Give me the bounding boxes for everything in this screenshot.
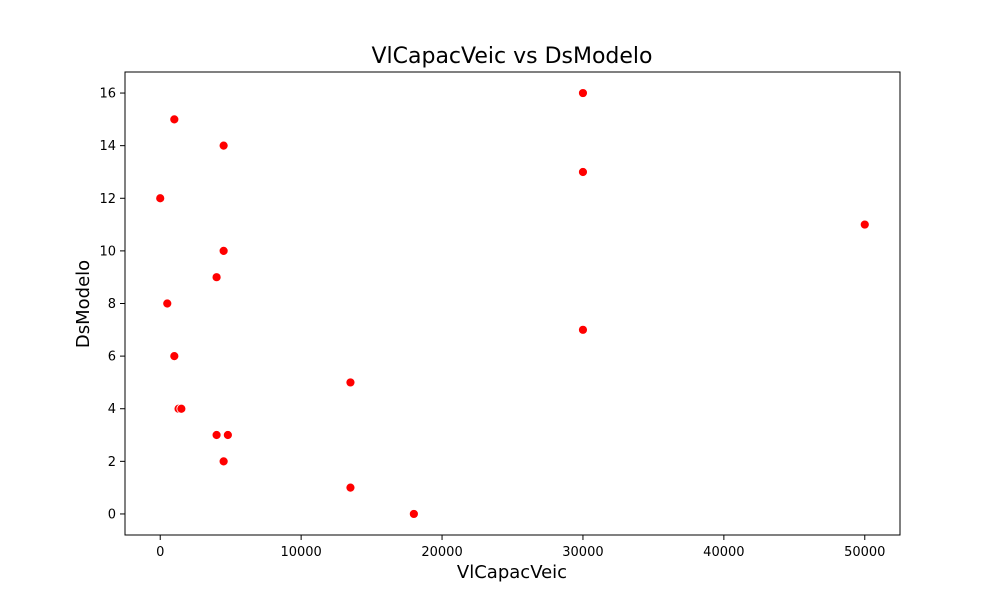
- data-point: [169, 351, 180, 362]
- data-point: [578, 167, 588, 177]
- data-point: [222, 430, 233, 440]
- data-point: [176, 403, 187, 414]
- y-tick-label: 0: [108, 507, 116, 522]
- data-point: [218, 456, 229, 467]
- data-point: [578, 324, 588, 335]
- data-point: [162, 298, 173, 309]
- x-tick-label: 20000: [421, 545, 462, 560]
- x-tick-label: 40000: [703, 545, 744, 560]
- data-point: [169, 114, 180, 125]
- axis-ticks: 0 10000 20000 30000 40000 50000 0 2 4 6 8 10 12 14 16: [99, 87, 885, 560]
- data-point: [578, 88, 588, 98]
- x-tick-label: 30000: [562, 545, 603, 560]
- y-tick-label: 6: [108, 350, 116, 365]
- y-tick-label: 12: [99, 192, 116, 207]
- x-tick-label: 10000: [280, 545, 321, 560]
- data-point: [408, 509, 419, 519]
- y-tick-label: 2: [108, 455, 116, 470]
- data-point: [211, 272, 222, 283]
- data-points: [155, 88, 870, 519]
- y-tick-label: 8: [108, 297, 116, 312]
- y-axis-label: DsModelo: [73, 260, 94, 348]
- data-point: [218, 245, 229, 256]
- data-point: [155, 193, 166, 204]
- x-axis-label: VlCapacVeic: [457, 562, 567, 583]
- data-point: [345, 482, 356, 493]
- data-point: [345, 377, 356, 388]
- plot-area-frame: [124, 71, 901, 536]
- data-point: [859, 219, 870, 230]
- chart-title: VlCapacVeic vs DsModelo: [371, 44, 652, 69]
- x-tick-label: 50000: [844, 545, 885, 560]
- data-point: [211, 430, 222, 440]
- data-point: [218, 140, 229, 151]
- y-tick-label: 16: [99, 87, 116, 102]
- x-tick-label: 0: [156, 545, 164, 560]
- y-tick-label: 4: [108, 402, 116, 417]
- y-tick-label: 14: [99, 139, 116, 154]
- y-tick-label: 10: [99, 244, 116, 259]
